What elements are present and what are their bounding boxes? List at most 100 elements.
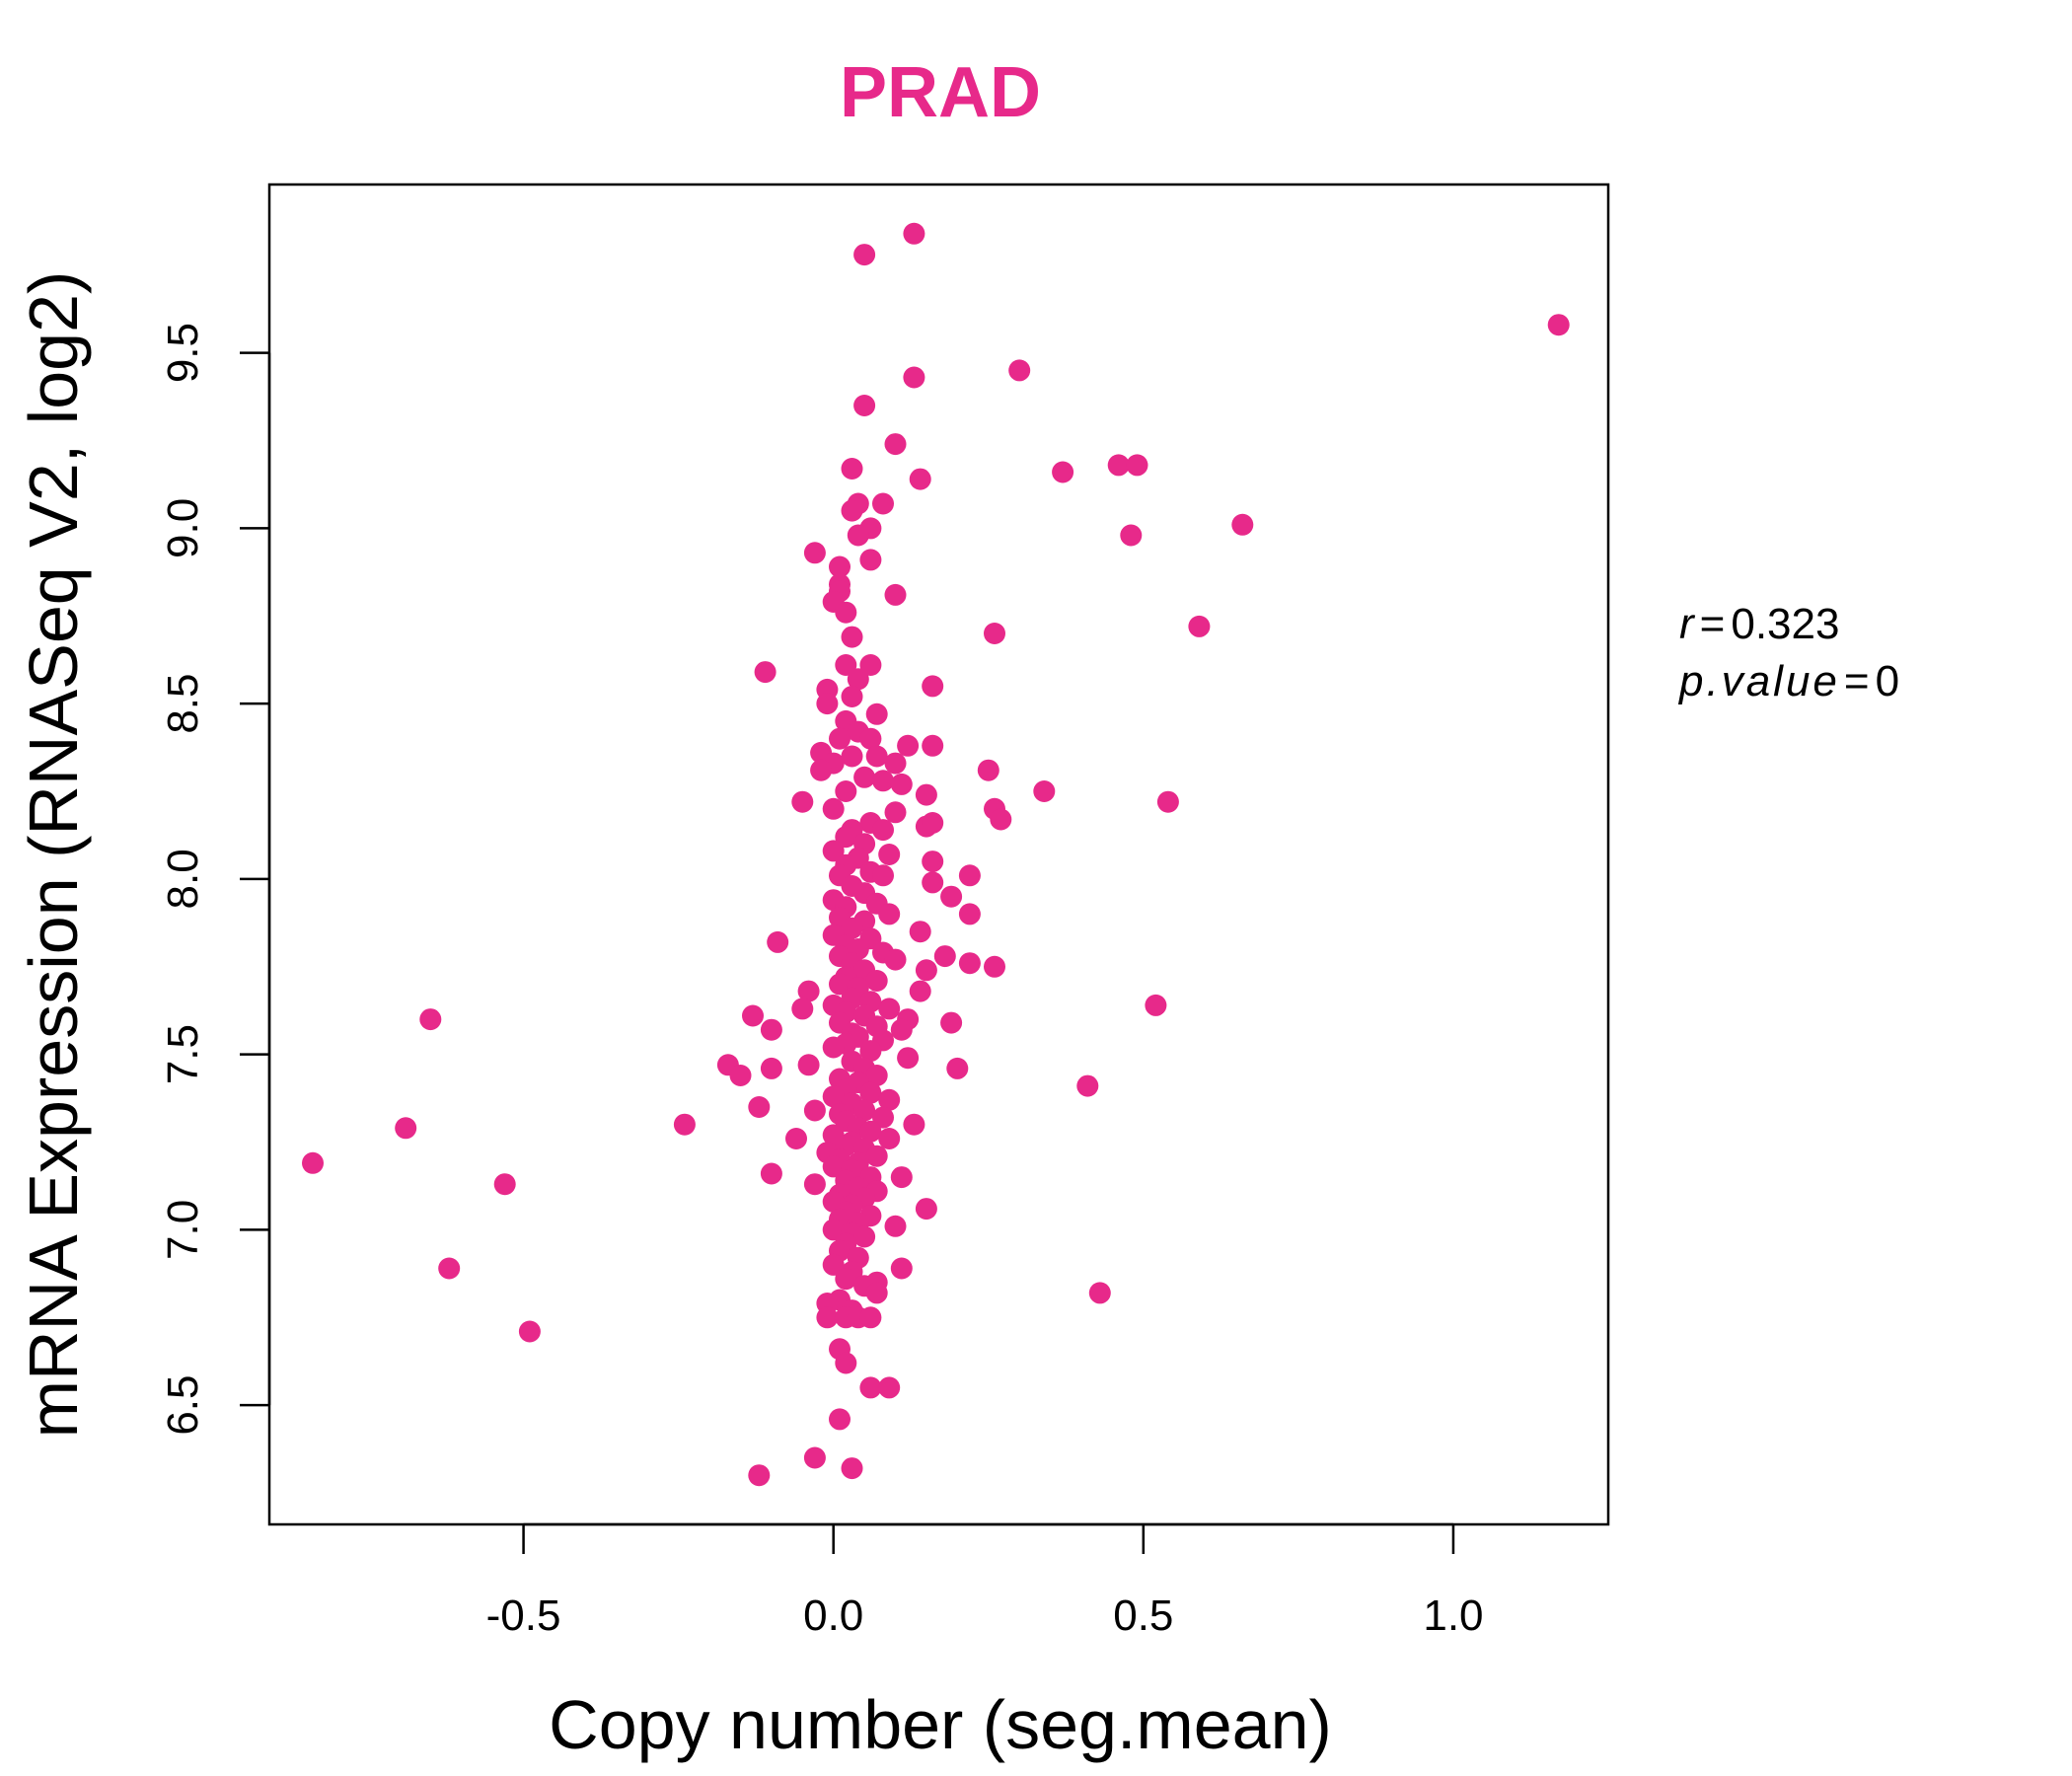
data-point: [897, 734, 920, 757]
data-point: [903, 1113, 925, 1136]
data-point: [748, 1096, 771, 1118]
data-point: [803, 1446, 826, 1469]
data-point: [835, 780, 857, 802]
data-point: [859, 1376, 882, 1399]
data-point: [1547, 314, 1570, 336]
data-point: [884, 752, 907, 775]
r-value: 0.323: [1731, 600, 1839, 648]
data-point: [438, 1257, 461, 1280]
data-point: [872, 819, 894, 842]
data-point: [1120, 524, 1143, 547]
data-point: [933, 945, 956, 968]
data-point: [829, 1408, 851, 1431]
chart-title: PRAD: [840, 53, 1041, 132]
p-annotation: p.value= 0: [1677, 657, 1899, 705]
data-point: [922, 812, 944, 834]
data-point: [915, 1198, 937, 1221]
p-equals: =: [1844, 657, 1870, 705]
data-point: [884, 583, 907, 606]
data-point: [822, 1085, 845, 1108]
data-point: [853, 766, 876, 788]
data-point: [940, 885, 963, 908]
x-tick-label: 0.0: [803, 1591, 863, 1640]
data-point: [395, 1117, 417, 1140]
data-point: [847, 668, 869, 691]
data-point: [847, 524, 869, 547]
data-point: [853, 1099, 876, 1122]
data-point: [1076, 1074, 1099, 1097]
data-point: [853, 395, 876, 416]
data-point: [984, 955, 1005, 978]
data-point: [865, 1065, 888, 1086]
data-point: [760, 1057, 782, 1079]
y-axis-title: mRNA Expression (RNASeq V2, log2): [15, 271, 92, 1439]
data-point: [493, 1173, 516, 1196]
data-point: [816, 693, 839, 715]
data-point: [822, 1036, 845, 1059]
x-axis-title: Copy number (seg.mean): [549, 1686, 1332, 1763]
data-point: [865, 703, 888, 725]
x-tick-label: -0.5: [486, 1591, 561, 1640]
r-annotation: r = 0.323: [1679, 600, 1839, 648]
data-point: [1107, 454, 1130, 477]
data-point: [878, 1376, 901, 1399]
x-tick-label: 1.0: [1423, 1591, 1483, 1640]
data-point: [822, 840, 845, 862]
r-label: r: [1679, 600, 1696, 648]
data-point: [872, 864, 894, 887]
data-point: [822, 1155, 845, 1178]
data-point: [822, 1219, 845, 1241]
data-point: [785, 1128, 807, 1149]
x-axis: -0.5 0.0 0.5 1.0: [486, 1522, 1484, 1640]
data-point: [922, 675, 944, 698]
data-point: [884, 948, 907, 971]
data-point: [1156, 790, 1179, 813]
data-point: [841, 917, 863, 939]
data-point: [903, 222, 925, 245]
data-point: [909, 468, 931, 490]
data-point: [760, 1018, 782, 1041]
data-point: [829, 727, 851, 750]
data-point: [1231, 513, 1254, 536]
data-point: [909, 921, 931, 943]
data-point: [859, 549, 882, 571]
data-point: [822, 797, 845, 820]
data-point: [878, 1128, 901, 1149]
data-point: [673, 1113, 696, 1136]
data-point: [977, 759, 999, 781]
data-point: [791, 998, 814, 1020]
data-point: [835, 1352, 857, 1374]
data-point: [915, 959, 937, 982]
data-point: [897, 1047, 920, 1070]
x-tick-label: 0.5: [1113, 1591, 1173, 1640]
data-point: [940, 1011, 963, 1034]
data-point: [958, 903, 981, 925]
data-point: [803, 1173, 826, 1196]
data-point: [1052, 461, 1074, 483]
data-point: [841, 458, 863, 480]
data-point: [1126, 454, 1148, 477]
data-point: [754, 661, 777, 684]
data-point: [958, 864, 981, 887]
y-tick-label: 9.0: [159, 498, 207, 558]
p-label: p.value: [1677, 657, 1840, 705]
data-point: [909, 980, 931, 1002]
data-point: [984, 623, 1005, 644]
data-point: [865, 970, 888, 992]
data-point: [797, 980, 820, 1002]
data-point: [822, 1253, 845, 1276]
p-value: 0: [1876, 657, 1899, 705]
data-point: [915, 783, 937, 806]
data-point: [878, 1088, 901, 1111]
data-point: [797, 1054, 820, 1076]
data-point: [841, 626, 863, 648]
data-point: [872, 1106, 894, 1129]
data-point: [890, 773, 913, 795]
y-tick-label: 6.5: [159, 1375, 207, 1436]
data-point: [946, 1057, 969, 1079]
data-point: [859, 1040, 882, 1063]
data-point: [829, 555, 851, 578]
data-point: [518, 1320, 541, 1343]
y-tick-label: 8.0: [159, 849, 207, 909]
data-point: [841, 499, 863, 522]
